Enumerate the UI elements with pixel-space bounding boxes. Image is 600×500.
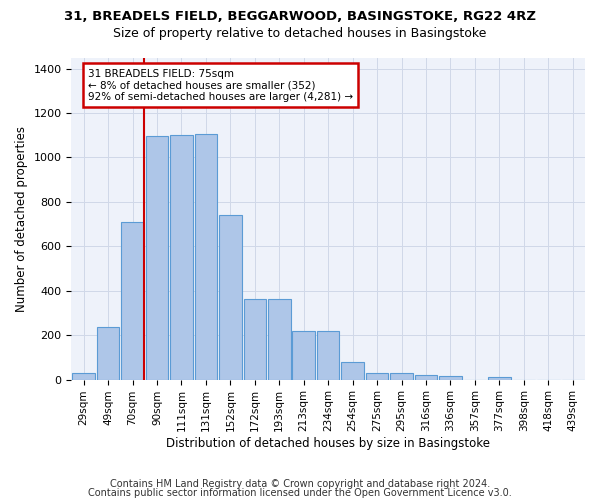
Text: 31 BREADELS FIELD: 75sqm
← 8% of detached houses are smaller (352)
92% of semi-d: 31 BREADELS FIELD: 75sqm ← 8% of detache… bbox=[88, 68, 353, 102]
Bar bbox=[170, 135, 193, 380]
Text: Size of property relative to detached houses in Basingstoke: Size of property relative to detached ho… bbox=[113, 28, 487, 40]
Bar bbox=[146, 136, 168, 380]
Bar bbox=[341, 362, 364, 380]
Text: Contains public sector information licensed under the Open Government Licence v3: Contains public sector information licen… bbox=[88, 488, 512, 498]
Text: Contains HM Land Registry data © Crown copyright and database right 2024.: Contains HM Land Registry data © Crown c… bbox=[110, 479, 490, 489]
Bar bbox=[366, 373, 388, 380]
Bar bbox=[97, 328, 119, 380]
Text: 31, BREADELS FIELD, BEGGARWOOD, BASINGSTOKE, RG22 4RZ: 31, BREADELS FIELD, BEGGARWOOD, BASINGST… bbox=[64, 10, 536, 23]
Bar bbox=[244, 298, 266, 380]
Bar bbox=[292, 330, 315, 380]
Bar bbox=[73, 373, 95, 380]
Bar bbox=[391, 373, 413, 380]
Bar bbox=[194, 134, 217, 380]
Bar bbox=[415, 375, 437, 380]
X-axis label: Distribution of detached houses by size in Basingstoke: Distribution of detached houses by size … bbox=[166, 437, 490, 450]
Y-axis label: Number of detached properties: Number of detached properties bbox=[15, 126, 28, 312]
Bar bbox=[439, 376, 462, 380]
Bar bbox=[488, 378, 511, 380]
Bar bbox=[219, 215, 242, 380]
Bar bbox=[317, 330, 340, 380]
Bar bbox=[121, 222, 144, 380]
Bar bbox=[268, 298, 290, 380]
